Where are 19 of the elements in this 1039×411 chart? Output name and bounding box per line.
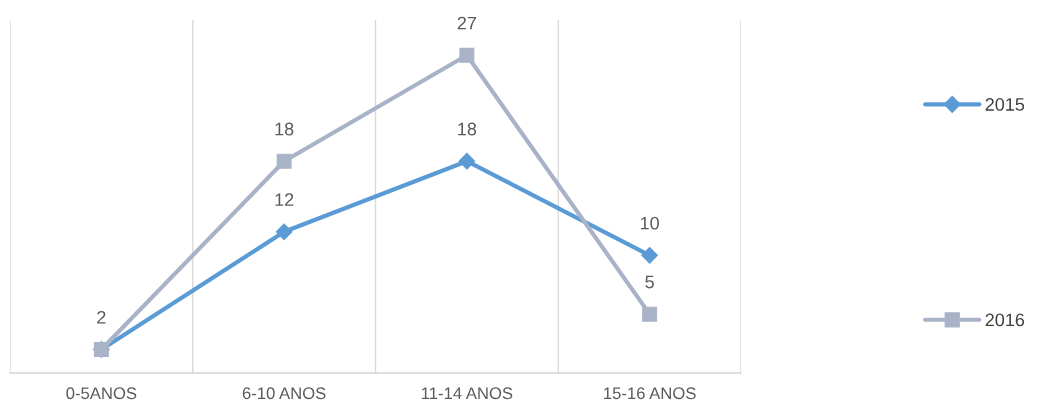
x-tick-label: 0-5ANOS [66, 387, 137, 400]
x-tick-label: 15-16 ANOS [604, 387, 696, 400]
point [641, 246, 658, 264]
data-label: 2 [97, 310, 106, 324]
data-label: 12 [275, 193, 294, 206]
point [459, 47, 475, 63]
data-label: 27 [457, 16, 477, 30]
data-label: 10 [640, 216, 659, 230]
point [276, 153, 292, 169]
point [458, 152, 476, 170]
x-tick-label: 6-10 ANOS [242, 387, 326, 400]
legend-label: 2015 [985, 98, 1025, 111]
data-label: 5 [645, 275, 654, 289]
x-tick-label: 11-14 ANOS [421, 387, 513, 400]
data-label: 18 [458, 122, 477, 136]
data-label: 18 [275, 122, 294, 136]
point [275, 223, 293, 241]
point [642, 306, 658, 322]
legend-label: 2016 [985, 313, 1025, 327]
